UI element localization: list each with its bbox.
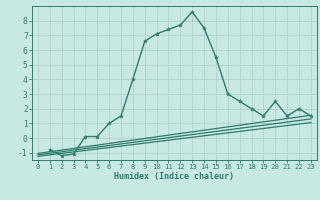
X-axis label: Humidex (Indice chaleur): Humidex (Indice chaleur) [115,172,234,181]
